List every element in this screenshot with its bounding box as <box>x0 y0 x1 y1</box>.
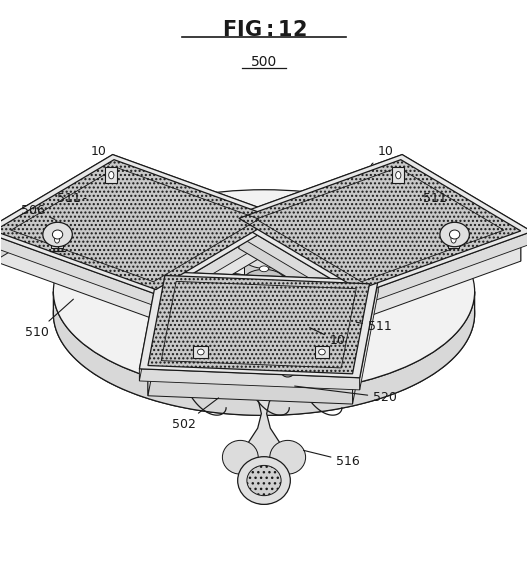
Polygon shape <box>213 284 253 306</box>
Bar <box>193 346 208 359</box>
Polygon shape <box>244 258 284 280</box>
Ellipse shape <box>244 269 284 290</box>
Text: 516: 516 <box>304 450 360 468</box>
Ellipse shape <box>53 189 475 394</box>
Ellipse shape <box>229 292 238 298</box>
Ellipse shape <box>254 371 274 381</box>
Ellipse shape <box>109 171 114 179</box>
Polygon shape <box>0 231 157 307</box>
Text: 10: 10 <box>371 145 393 164</box>
Ellipse shape <box>275 273 315 294</box>
Bar <box>51 230 63 248</box>
Text: $\bf{FIG: 12}$: $\bf{FIG: 12}$ <box>222 20 306 40</box>
Polygon shape <box>239 218 359 320</box>
Text: 10: 10 <box>310 328 346 347</box>
Ellipse shape <box>282 369 294 377</box>
Polygon shape <box>0 160 114 261</box>
Polygon shape <box>357 231 528 307</box>
Polygon shape <box>239 160 401 248</box>
Ellipse shape <box>222 440 258 474</box>
Ellipse shape <box>395 171 401 179</box>
Text: 520: 520 <box>295 386 397 404</box>
Ellipse shape <box>247 465 281 496</box>
Ellipse shape <box>451 235 456 243</box>
Polygon shape <box>139 369 360 390</box>
Text: 511: 511 <box>57 192 86 205</box>
Ellipse shape <box>213 273 253 294</box>
Polygon shape <box>53 292 475 415</box>
Text: 511: 511 <box>420 192 447 205</box>
Polygon shape <box>156 218 276 320</box>
Text: 511: 511 <box>356 320 392 333</box>
Text: 506: 506 <box>22 203 55 219</box>
Polygon shape <box>228 217 357 307</box>
Ellipse shape <box>54 235 60 243</box>
Polygon shape <box>228 154 402 230</box>
Ellipse shape <box>197 349 204 355</box>
Polygon shape <box>239 160 521 290</box>
Ellipse shape <box>270 440 306 474</box>
Bar <box>315 346 329 359</box>
Polygon shape <box>275 284 315 306</box>
Polygon shape <box>139 272 378 378</box>
Ellipse shape <box>290 292 299 298</box>
Polygon shape <box>402 154 528 244</box>
Ellipse shape <box>52 230 63 239</box>
Text: 500: 500 <box>251 55 277 69</box>
Polygon shape <box>158 272 378 293</box>
Polygon shape <box>157 217 287 307</box>
Polygon shape <box>148 276 165 396</box>
Polygon shape <box>0 154 287 294</box>
Polygon shape <box>114 160 276 248</box>
Text: 502: 502 <box>172 398 219 431</box>
Text: 10: 10 <box>90 145 109 164</box>
Text: 510: 510 <box>25 299 73 339</box>
Ellipse shape <box>213 296 253 317</box>
Polygon shape <box>0 160 276 290</box>
Polygon shape <box>353 284 370 404</box>
Ellipse shape <box>43 222 72 247</box>
Polygon shape <box>360 280 378 390</box>
Polygon shape <box>228 154 528 294</box>
Polygon shape <box>0 154 112 244</box>
Bar <box>106 167 117 183</box>
Polygon shape <box>165 276 370 314</box>
Ellipse shape <box>275 296 315 317</box>
Ellipse shape <box>318 349 325 355</box>
Ellipse shape <box>449 230 460 239</box>
Ellipse shape <box>238 456 290 504</box>
Polygon shape <box>139 272 158 381</box>
Polygon shape <box>240 314 288 488</box>
Ellipse shape <box>53 212 475 415</box>
Ellipse shape <box>440 222 469 247</box>
Ellipse shape <box>244 247 284 268</box>
Ellipse shape <box>246 470 282 504</box>
Polygon shape <box>254 356 274 376</box>
Bar <box>448 230 459 248</box>
Polygon shape <box>359 231 521 320</box>
Polygon shape <box>112 154 287 230</box>
Ellipse shape <box>254 350 274 361</box>
Polygon shape <box>148 366 353 404</box>
Ellipse shape <box>259 266 269 272</box>
Polygon shape <box>148 276 370 374</box>
Polygon shape <box>0 231 156 320</box>
Bar <box>392 167 404 183</box>
Polygon shape <box>401 160 521 261</box>
